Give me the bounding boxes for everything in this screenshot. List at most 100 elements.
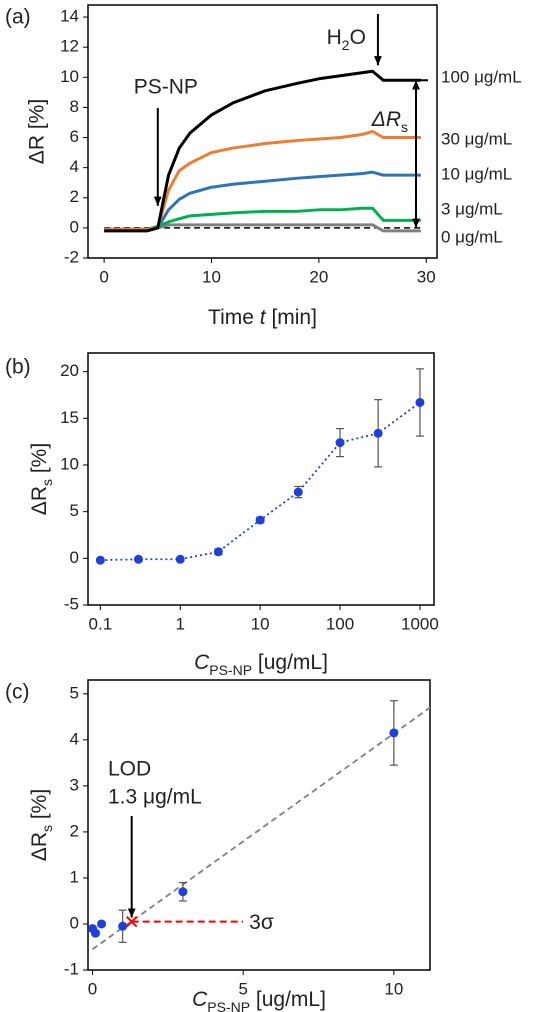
series-line xyxy=(104,170,421,231)
y-tick-label: 5 xyxy=(70,683,79,702)
x-tick-label: 100 xyxy=(326,614,354,633)
lod-label: LOD xyxy=(108,758,151,781)
panel-label: (c) xyxy=(5,681,30,704)
series-label: 3 μg/mL xyxy=(441,199,503,218)
y-tick-label: 8 xyxy=(70,97,79,116)
point xyxy=(335,438,345,448)
x-axis-label-part: C xyxy=(194,651,210,674)
y-tick-label: 10 xyxy=(60,454,79,473)
x-axis-label-part: C xyxy=(192,988,208,1011)
point xyxy=(213,547,223,557)
y-tick-label: 1 xyxy=(70,867,79,886)
rinse-label-part: 2 xyxy=(342,37,350,53)
y-tick-label: 10 xyxy=(60,67,79,86)
y-tick-label: 6 xyxy=(70,127,79,146)
x-axis-label-part: PS-NP xyxy=(209,662,252,678)
rinse-label-part: H xyxy=(327,26,342,49)
injection-label: PS-NP xyxy=(134,76,198,99)
y-tick-label: 15 xyxy=(60,408,79,427)
y-tick-label: -1 xyxy=(64,959,79,978)
y-axis-label-part: [%] xyxy=(28,789,51,825)
lod-marker xyxy=(125,915,138,928)
y-tick-label: 2 xyxy=(70,821,79,840)
point xyxy=(389,728,399,738)
connect-line xyxy=(100,401,421,562)
y-tick-label: 4 xyxy=(70,157,79,176)
point xyxy=(415,397,425,407)
point xyxy=(118,921,128,931)
x-axis-label: Time t [min] xyxy=(208,306,317,329)
y-tick-label: -5 xyxy=(64,594,79,613)
response-label: ΔRs xyxy=(371,108,408,135)
x-axis-label: CPS-NP [ug/mL] xyxy=(194,651,328,678)
fit-line xyxy=(91,706,431,951)
x-tick-label: 30 xyxy=(417,267,436,286)
y-tick-label: -2 xyxy=(64,247,79,266)
y-axis-label: ΔR [%] xyxy=(26,99,49,164)
y-tick-label: 2 xyxy=(70,187,79,206)
point xyxy=(175,554,185,564)
y-axis-label-part: s xyxy=(39,479,55,486)
panel-label: (a) xyxy=(5,6,31,29)
y-tick-label: 20 xyxy=(60,361,79,380)
point xyxy=(133,554,143,564)
x-tick-label: 1 xyxy=(176,614,185,633)
x-axis-label-part: Time xyxy=(208,306,260,329)
x-tick-label: 20 xyxy=(309,267,328,286)
plot-frame xyxy=(87,679,431,971)
x-tick-label: 0 xyxy=(99,267,108,286)
response-arrow-head xyxy=(412,80,420,90)
point xyxy=(95,555,105,565)
series-label: 30 μg/mL xyxy=(441,129,512,148)
response-label-part: ΔR xyxy=(371,108,401,131)
x-axis-label-part: t xyxy=(260,306,267,329)
y-tick-label: 12 xyxy=(60,37,79,56)
rinse-arrow-head xyxy=(374,56,382,66)
series-label: 100 μg/mL xyxy=(441,67,522,86)
y-tick-label: 14 xyxy=(60,7,79,26)
plot-frame xyxy=(87,4,438,259)
y-tick-label: 0 xyxy=(70,548,79,567)
y-axis-label-part: [%] xyxy=(28,443,51,479)
x-axis-label: CPS-NP [ug/mL] xyxy=(192,988,326,1012)
x-axis-label-part: [ug/mL] xyxy=(252,651,328,674)
point xyxy=(373,428,383,438)
point xyxy=(255,515,265,525)
x-tick-label: 10 xyxy=(251,614,270,633)
series-label: 0 μg/mL xyxy=(441,227,503,246)
y-axis-label: ΔRs [%] xyxy=(28,443,55,515)
rinse-label-part: O xyxy=(350,26,366,49)
rinse-label: H2O xyxy=(327,26,366,53)
x-tick-label: 5 xyxy=(238,979,247,998)
series-line xyxy=(104,69,421,233)
x-axis-label-part: [ug/mL] xyxy=(250,988,326,1011)
x-tick-label: 10 xyxy=(384,979,403,998)
x-tick-label: 0.1 xyxy=(89,614,113,633)
point xyxy=(97,919,107,929)
y-tick-label: 4 xyxy=(70,729,79,748)
y-tick-label: 0 xyxy=(70,217,79,236)
y-axis-label-part: ΔR xyxy=(28,832,51,861)
lod-arrow-head xyxy=(127,908,136,918)
y-tick-label: 5 xyxy=(70,501,79,520)
x-axis-label-part: [min] xyxy=(266,306,317,329)
response-arrow-head xyxy=(412,218,420,228)
series-label: 10 μg/mL xyxy=(441,164,512,183)
y-tick-label: 3 xyxy=(70,775,79,794)
y-axis-label-part: ΔR xyxy=(28,486,51,515)
y-axis-label: ΔRs [%] xyxy=(28,789,55,861)
injection-arrow-head xyxy=(153,196,162,206)
sigma-label: 3σ xyxy=(249,911,274,934)
x-axis-label-part: PS-NP xyxy=(207,999,250,1012)
x-tick-label: 1000 xyxy=(401,614,439,633)
response-label-part: s xyxy=(401,119,408,135)
x-tick-label: 10 xyxy=(202,267,221,286)
point xyxy=(91,928,101,938)
y-tick-label: 0 xyxy=(70,913,79,932)
panel-label: (b) xyxy=(5,356,31,379)
point xyxy=(293,487,303,497)
lod-value-label: 1.3 μg/mL xyxy=(108,786,202,809)
point xyxy=(178,887,188,897)
plot-frame xyxy=(87,352,435,606)
